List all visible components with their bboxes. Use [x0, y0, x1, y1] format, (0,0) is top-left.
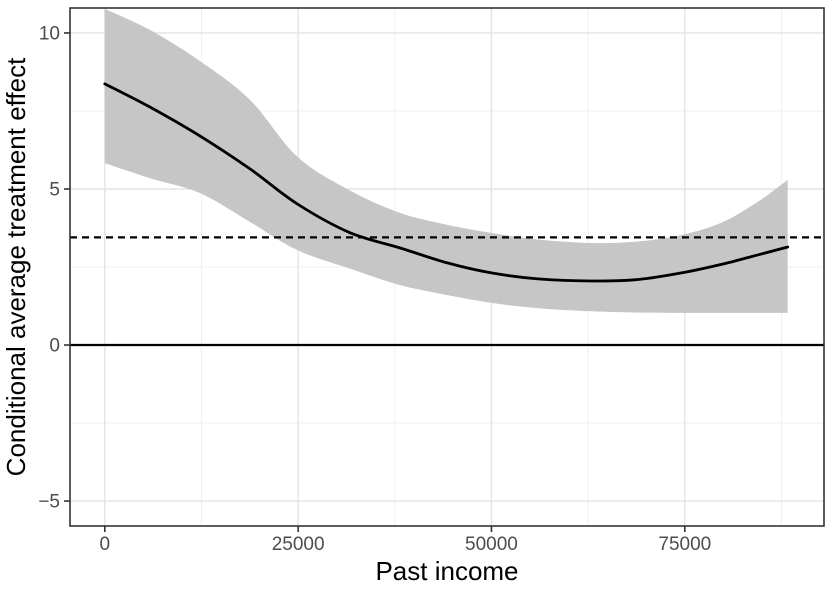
plot-panel: 0 25000 50000 75000 −5 0 5 10: [38, 7, 825, 555]
y-tick-label: 5: [49, 179, 60, 200]
x-axis-title: Past income: [375, 556, 518, 586]
x-tick-label: 50000: [465, 534, 518, 555]
y-tick-label: 10: [39, 23, 60, 44]
cate-curve: [103, 82, 790, 283]
x-tick-label: 25000: [272, 534, 325, 555]
y-tick-label: −5: [38, 492, 60, 513]
y-axis-title: Conditional average treatment effect: [1, 57, 31, 476]
x-tick-label: 0: [100, 534, 111, 555]
y-tick-label: 0: [49, 336, 60, 357]
panel-border: [69, 7, 825, 527]
x-tick-label: 75000: [658, 534, 711, 555]
